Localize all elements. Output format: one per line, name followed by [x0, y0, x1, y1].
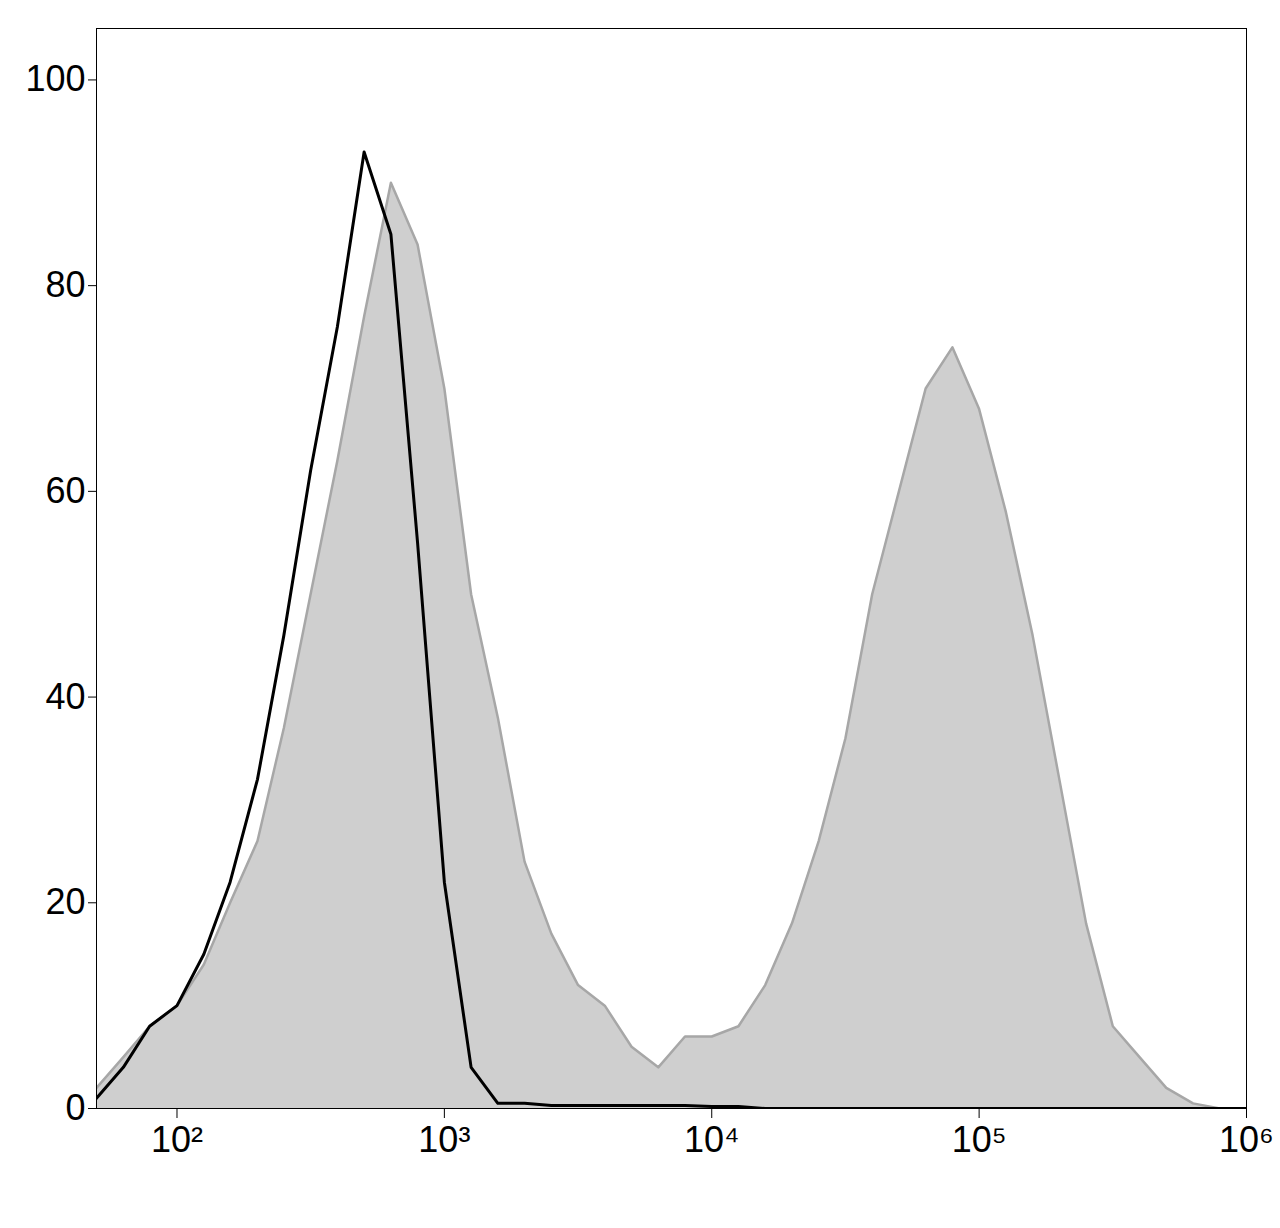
- svg-text:10²: 10²: [151, 1119, 203, 1160]
- svg-text:40: 40: [45, 676, 85, 717]
- svg-text:10⁴: 10⁴: [684, 1119, 740, 1160]
- svg-text:10⁶: 10⁶: [1219, 1119, 1274, 1160]
- svg-text:10³: 10³: [418, 1119, 470, 1160]
- svg-text:10⁵: 10⁵: [952, 1119, 1007, 1160]
- svg-text:100: 100: [25, 58, 85, 99]
- svg-text:80: 80: [45, 264, 85, 305]
- svg-text:20: 20: [45, 881, 85, 922]
- svg-text:60: 60: [45, 470, 85, 511]
- svg-text:0: 0: [65, 1087, 85, 1128]
